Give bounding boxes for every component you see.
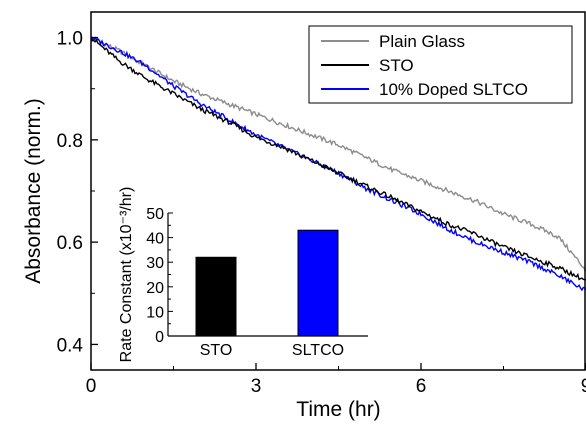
inset-x-axis: STO SLTCO — [200, 342, 344, 359]
y-tick-label: 0.6 — [57, 233, 83, 254]
series-line-2 — [90, 36, 586, 292]
inset-y-tick-label: 20 — [146, 280, 164, 297]
main-y-axis: 0.4 0.6 0.8 1.0 — [57, 29, 98, 356]
inset-x-tick-label: STO — [200, 342, 233, 359]
main-plot: 0 3 6 9 0.4 0.6 0.8 1.0 Time (hr) Absorbance (… — [22, 11, 586, 421]
x-tick-label: 0 — [86, 376, 97, 397]
bar-sltco — [297, 229, 339, 337]
inset-y-tick-label: 10 — [146, 304, 164, 321]
inset-y-tick-label: 0 — [155, 329, 164, 346]
x-tick-label: 9 — [581, 376, 586, 397]
series-line-0 — [90, 36, 586, 272]
legend-label: Plain Glass — [379, 32, 465, 51]
inset-x-tick-label: SLTCO — [292, 342, 344, 359]
main-series-group — [90, 36, 586, 292]
legend-entries: Plain Glass STO 10% Doped SLTCO — [321, 32, 528, 99]
inset-y-tick-label: 50 — [146, 206, 164, 223]
inset-y-tick-label: 40 — [146, 231, 164, 248]
series-line-1 — [90, 37, 586, 281]
x-tick-label: 6 — [416, 376, 427, 397]
bar-sto — [195, 256, 237, 337]
inset-y-axis: 0 10 20 30 40 50 — [146, 206, 173, 346]
main-x-axis: 0 3 6 9 — [86, 363, 586, 397]
y-tick-label: 0.8 — [57, 131, 83, 152]
y-axis-title: Absorbance (norm.) — [22, 98, 45, 284]
y-tick-label: 0.4 — [57, 335, 84, 356]
legend-label: STO — [379, 56, 414, 75]
inset-bar-chart: 0 10 20 30 40 50 STO SLTCO Rate Constant (x10⁻… — [118, 187, 368, 363]
legend-label: 10% Doped SLTCO — [379, 80, 528, 99]
x-tick-label: 3 — [251, 376, 262, 397]
inset-y-tick-label: 30 — [146, 255, 164, 272]
y-tick-label: 1.0 — [57, 29, 83, 50]
legend: Plain Glass STO 10% Doped SLTCO — [308, 25, 573, 104]
inset-y-axis-title: Rate Constant (x10⁻³/hr) — [118, 187, 135, 363]
x-axis-title: Time (hr) — [296, 398, 380, 421]
inset-bars — [195, 229, 339, 337]
